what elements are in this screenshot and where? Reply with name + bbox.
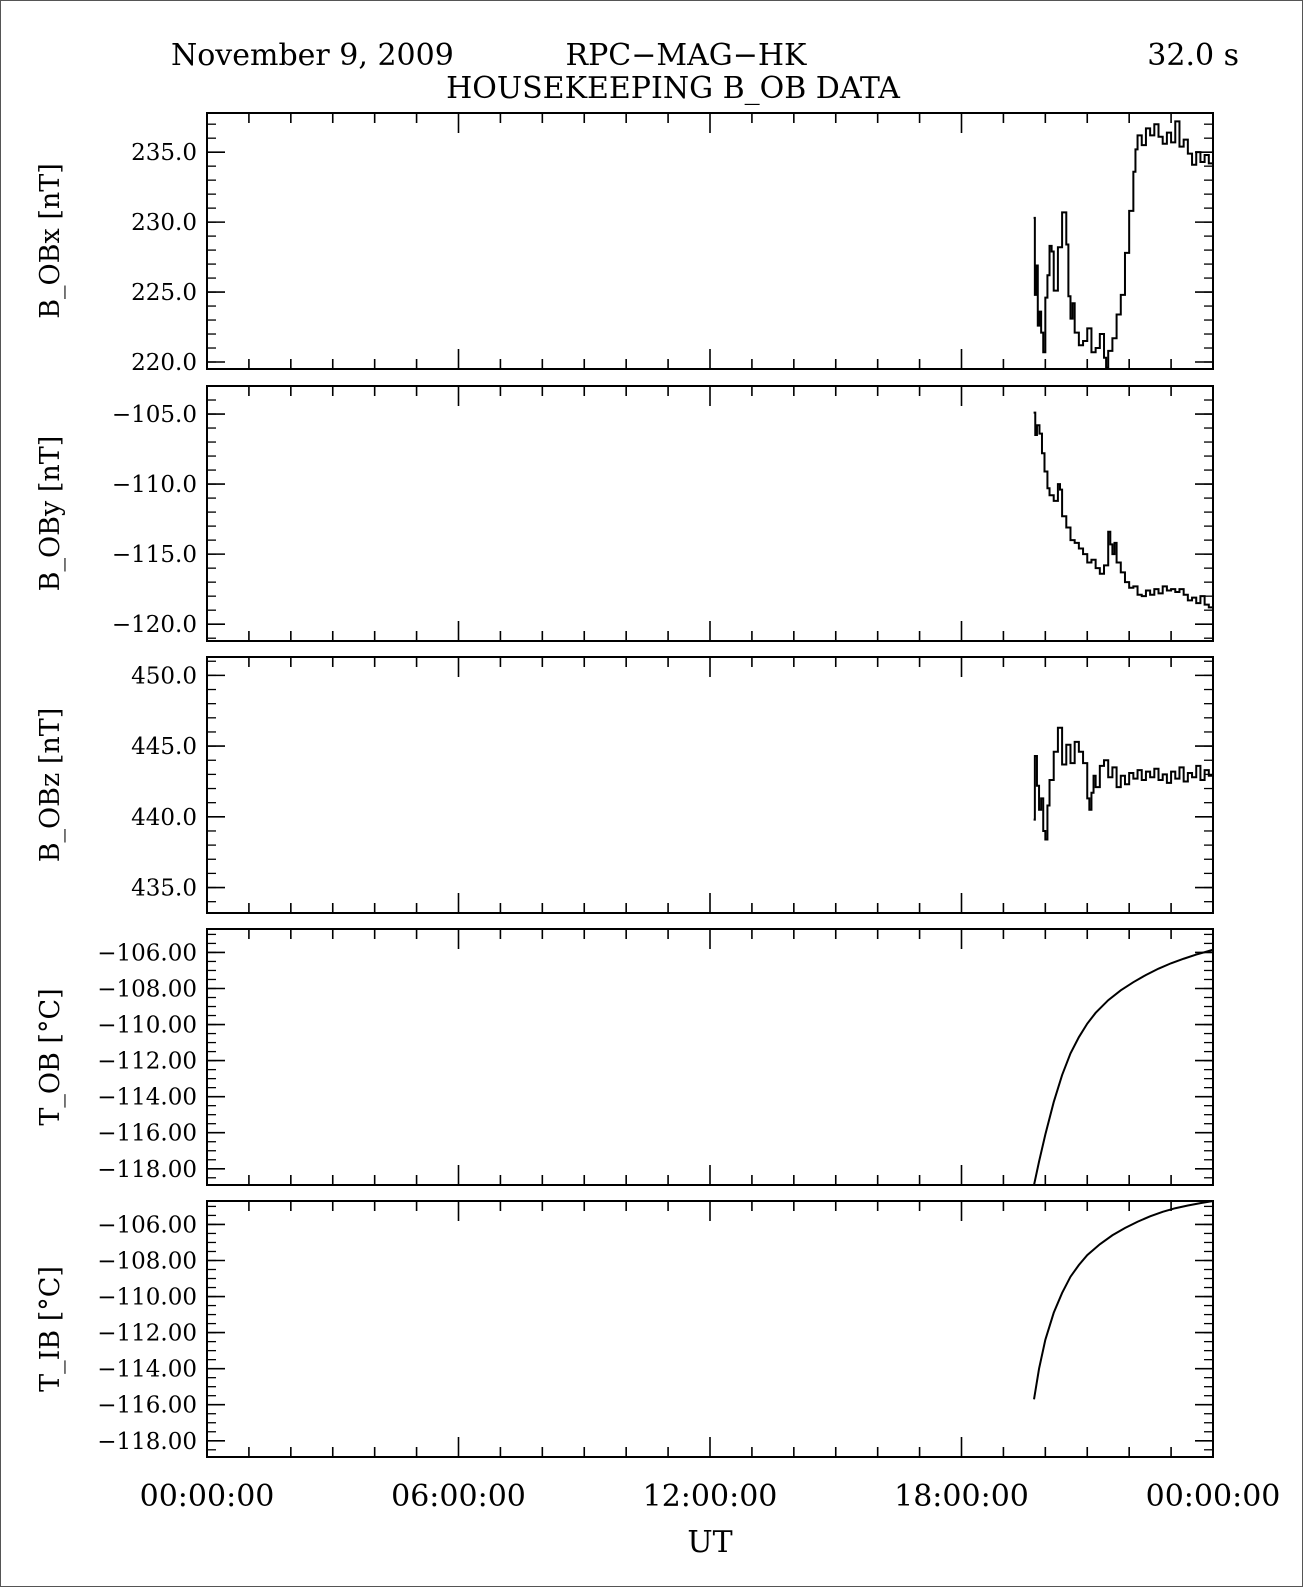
y-tick-label-bobx: 235.0 xyxy=(131,140,197,166)
y-tick-label-tib: −114.00 xyxy=(97,1357,197,1383)
series-line-tib-0 xyxy=(1033,1200,1214,1400)
y-axis-label-boby: B_OBy [nT] xyxy=(35,436,66,592)
y-tick-label-tib: −106.00 xyxy=(97,1212,197,1238)
y-tick-label-boby: −110.0 xyxy=(112,472,197,498)
panel-tob: −118.00 −116.00 −114.00 −112.00 −110.00 −108.… xyxy=(35,928,1214,1186)
y-tick-label-tob: −106.00 xyxy=(97,940,197,966)
panel-bobx: 220.0 225.0 230.0 235.0 B_OBx [nT] xyxy=(35,112,1214,376)
panel-tib: −118.00 −116.00 −114.00 −112.00 −110.00 −108.… xyxy=(35,1200,1214,1458)
y-tick-label-tob: −118.00 xyxy=(97,1157,197,1183)
y-tick-label-tob: −110.00 xyxy=(97,1013,197,1039)
y-tick-label-tob: −108.00 xyxy=(97,976,197,1002)
y-tick-label-bobx: 225.0 xyxy=(131,280,197,306)
panel-frame-tib xyxy=(206,1200,1214,1458)
y-axis-label-tob: T_OB [°C] xyxy=(35,988,66,1125)
y-tick-label-bobz: 440.0 xyxy=(131,805,197,831)
panel-boby: −120.0 −115.0 −110.0 −105.0 B_OBy [nT] xyxy=(35,385,1214,642)
y-axis-label-tib: T_IB [°C] xyxy=(35,1266,66,1392)
x-tick-label: 00:00:00 xyxy=(1146,1479,1281,1514)
x-tick-label: 00:00:00 xyxy=(140,1479,275,1514)
y-tick-label-tib: −112.00 xyxy=(97,1321,197,1347)
series-line-boby-0 xyxy=(1033,411,1214,616)
panel-frame-tob xyxy=(206,928,1214,1186)
title-instrument: RPC−MAG−HK xyxy=(566,38,808,73)
title-date: November 9, 2009 xyxy=(171,38,454,73)
y-tick-label-tib: −110.00 xyxy=(97,1285,197,1311)
x-tick-label: 12:00:00 xyxy=(643,1479,778,1514)
y-tick-label-tib: −116.00 xyxy=(97,1393,197,1419)
y-tick-label-boby: −120.0 xyxy=(112,612,197,638)
y-tick-label-bobx: 220.0 xyxy=(131,350,197,376)
series-line-bobz-0 xyxy=(1033,726,1214,841)
y-tick-label-tob: −114.00 xyxy=(97,1085,197,1111)
y-tick-label-bobx: 230.0 xyxy=(131,210,197,236)
x-axis-label: UT xyxy=(687,1525,732,1560)
panel-bobz: 435.0 440.0 445.0 450.0 B_OBz [nT] xyxy=(35,656,1214,914)
y-tick-label-tib: −118.00 xyxy=(97,1429,197,1455)
x-tick-label: 18:00:00 xyxy=(894,1479,1029,1514)
y-tick-label-boby: −115.0 xyxy=(112,542,197,568)
y-tick-label-tib: −108.00 xyxy=(97,1248,197,1274)
series-line-bobx-0 xyxy=(1033,120,1214,369)
y-tick-label-boby: −105.0 xyxy=(112,402,197,428)
chart-subtitle: HOUSEKEEPING B_OB DATA xyxy=(446,71,900,106)
series-line-tob-0 xyxy=(1033,948,1214,1186)
panels-group: 220.0 225.0 230.0 235.0 B_OBx [nT] −120.0 −115… xyxy=(35,112,1214,1458)
y-axis-label-bobx: B_OBx [nT] xyxy=(35,163,66,319)
panel-frame-bobz xyxy=(206,656,1214,914)
y-tick-label-tob: −112.00 xyxy=(97,1049,197,1075)
title-resolution: 32.0 s xyxy=(1147,38,1239,73)
y-axis-label-bobz: B_OBz [nT] xyxy=(35,708,66,863)
y-tick-label-tob: −116.00 xyxy=(97,1121,197,1147)
y-tick-label-bobz: 450.0 xyxy=(131,663,197,689)
y-tick-label-bobz: 445.0 xyxy=(131,734,197,760)
x-axis: 00:00:00 06:00:00 12:00:00 18:00:00 00:00:00… xyxy=(140,1479,1281,1560)
x-tick-label: 06:00:00 xyxy=(391,1479,526,1514)
y-tick-label-bobz: 435.0 xyxy=(131,876,197,902)
